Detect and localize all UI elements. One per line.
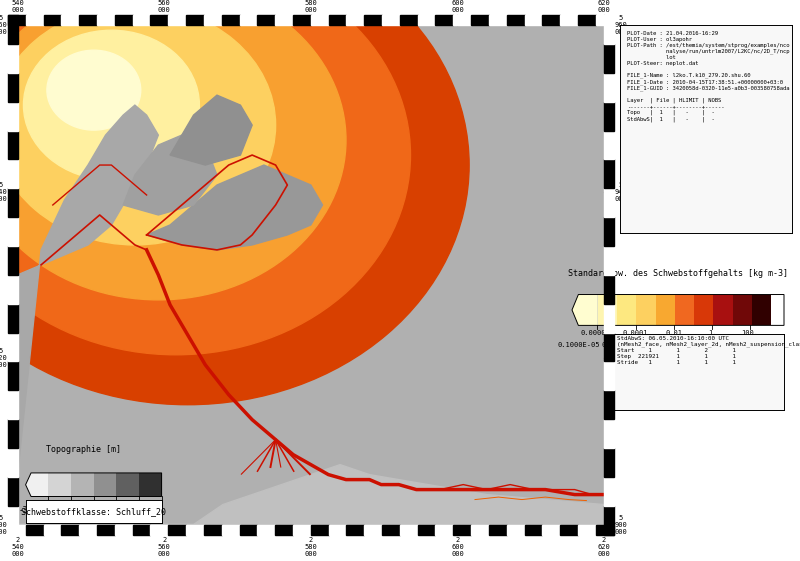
Text: 2
560
000: 2 560 000 <box>158 0 170 13</box>
Polygon shape <box>572 295 598 325</box>
Polygon shape <box>370 225 604 465</box>
Text: 1.: 1. <box>112 506 121 515</box>
Text: 5
940
000: 5 940 000 <box>614 182 627 201</box>
Text: StdAbwS: 06.05.2010-16:10:00 UTC
(nMesh2_face, nMesh2_layer_2d, nMesh2_suspensio: StdAbwS: 06.05.2010-16:10:00 UTC (nMesh2… <box>617 336 800 365</box>
Polygon shape <box>146 165 322 250</box>
Polygon shape <box>752 295 771 325</box>
Text: Schwebstoffklasse: Schluff_20: Schwebstoffklasse: Schluff_20 <box>21 507 166 516</box>
Polygon shape <box>26 473 48 496</box>
Polygon shape <box>116 473 139 496</box>
Text: 5
920
000: 5 920 000 <box>0 348 7 368</box>
Text: 5
920
000: 5 920 000 <box>614 348 627 368</box>
Polygon shape <box>655 295 675 325</box>
Text: -1.: -1. <box>64 506 78 515</box>
Text: 2
620
000: 2 620 000 <box>598 537 610 557</box>
Circle shape <box>0 0 346 300</box>
Polygon shape <box>598 295 617 325</box>
Text: Standardabw. des Schwebstoffgehalts [kg m-3]: Standardabw. des Schwebstoffgehalts [kg … <box>568 269 788 278</box>
Polygon shape <box>675 295 694 325</box>
Text: 0.1000E-05: 0.1000E-05 <box>557 342 600 348</box>
Text: 2
620
000: 2 620 000 <box>598 0 610 13</box>
Polygon shape <box>18 465 604 525</box>
Text: Topographie [m]: Topographie [m] <box>46 445 121 454</box>
Text: 2
600
000: 2 600 000 <box>451 537 464 557</box>
Polygon shape <box>71 473 94 496</box>
Text: 2
580
000: 2 580 000 <box>305 537 317 557</box>
Text: 5
960
000: 5 960 000 <box>0 15 7 35</box>
Text: 2
560
000: 2 560 000 <box>158 537 170 557</box>
Polygon shape <box>617 295 636 325</box>
Circle shape <box>0 0 469 404</box>
Text: 5
900
000: 5 900 000 <box>0 514 7 535</box>
Text: 0.01: 0.01 <box>666 330 682 336</box>
Polygon shape <box>123 135 217 215</box>
Text: 2.: 2. <box>134 506 143 515</box>
Text: 2
580
000: 2 580 000 <box>305 0 317 13</box>
Circle shape <box>0 5 276 245</box>
Text: 0.00001: 0.00001 <box>602 342 631 348</box>
Text: 0.0001: 0.0001 <box>623 330 648 336</box>
Polygon shape <box>139 473 162 496</box>
Polygon shape <box>18 105 158 475</box>
Polygon shape <box>170 95 252 165</box>
Text: -3.: -3. <box>18 506 33 515</box>
Polygon shape <box>733 295 752 325</box>
Text: 0.1: 0.1 <box>686 342 699 348</box>
Polygon shape <box>48 473 71 496</box>
Text: 3.: 3. <box>157 506 166 515</box>
Circle shape <box>47 50 141 130</box>
Text: 0.000001: 0.000001 <box>581 330 614 336</box>
Polygon shape <box>94 473 116 496</box>
Text: 2
540
000: 2 540 000 <box>11 537 24 557</box>
Text: 5
900
000: 5 900 000 <box>614 514 627 535</box>
Text: 2
600
000: 2 600 000 <box>451 0 464 13</box>
Text: 10.: 10. <box>725 342 738 348</box>
Text: PLOT-Date : 21.04.2016-16:29
PLOT-User : ol3apohr
PLOT-Path : /est/themia/system: PLOT-Date : 21.04.2016-16:29 PLOT-User :… <box>627 31 790 122</box>
Polygon shape <box>714 295 733 325</box>
Text: 100.: 100. <box>742 330 758 336</box>
Polygon shape <box>694 295 714 325</box>
Text: 0.001: 0.001 <box>644 342 666 348</box>
Text: 2
540
000: 2 540 000 <box>11 0 24 13</box>
Text: 1.: 1. <box>708 330 716 336</box>
Text: -2.: -2. <box>42 506 55 515</box>
Text: 5
940
000: 5 940 000 <box>0 182 7 201</box>
Text: 5
960
000: 5 960 000 <box>614 15 627 35</box>
Text: 0.: 0. <box>89 506 98 515</box>
Polygon shape <box>636 295 655 325</box>
Circle shape <box>0 0 410 355</box>
Circle shape <box>23 30 199 180</box>
